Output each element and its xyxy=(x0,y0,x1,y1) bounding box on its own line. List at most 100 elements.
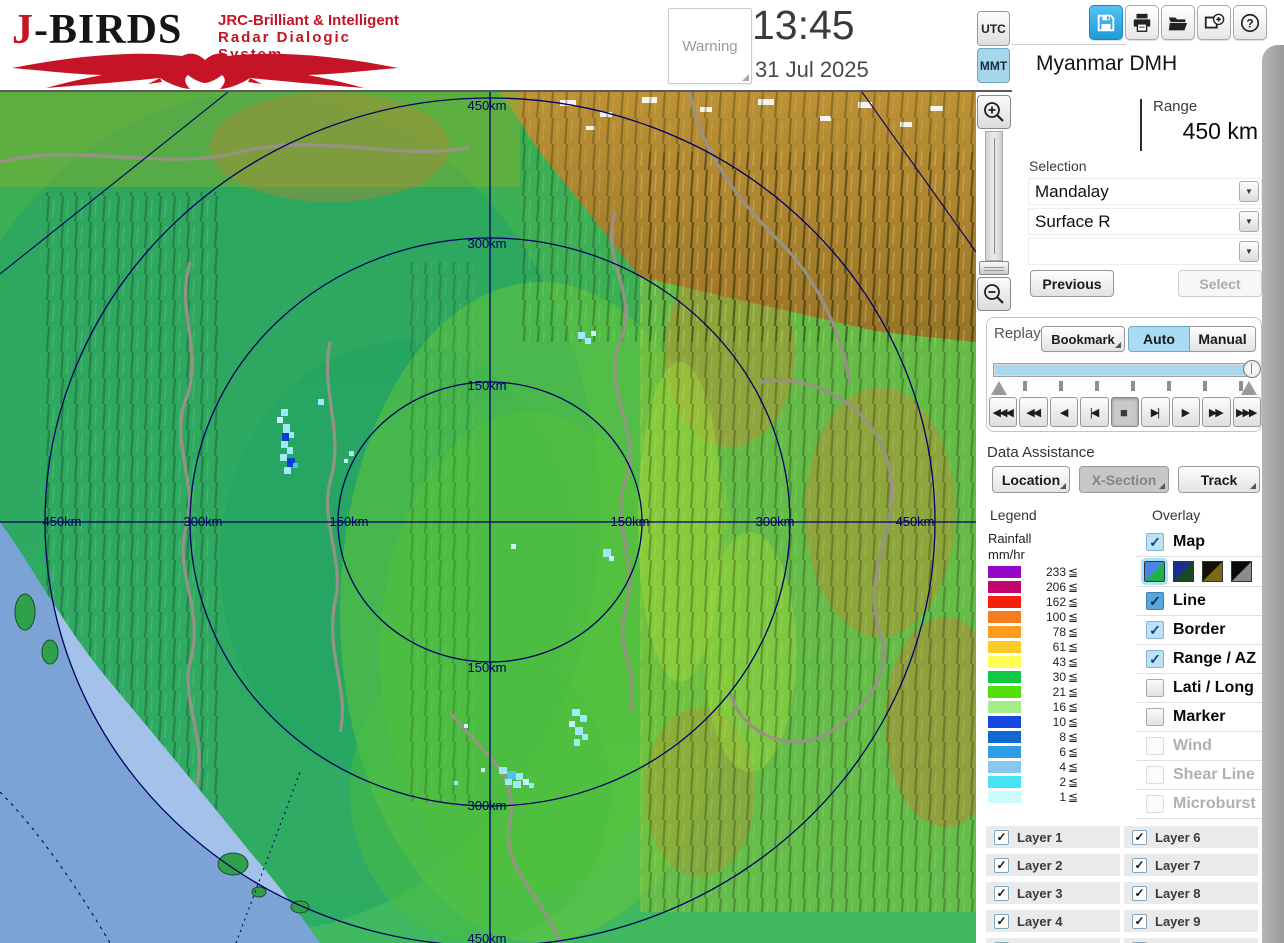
rain-cell xyxy=(569,721,575,727)
terrain xyxy=(0,92,976,943)
overlay-checkbox-range-az[interactable]: ✓ xyxy=(1146,650,1164,668)
chevron-down-icon[interactable]: ▼ xyxy=(1239,181,1259,202)
layer-checkbox-layer-6[interactable]: ✓ xyxy=(1132,829,1147,845)
zoom-out-button[interactable] xyxy=(977,277,1011,311)
layer-checkbox-partial[interactable] xyxy=(1132,941,1147,943)
x-section-button[interactable]: X-Section xyxy=(1079,466,1169,493)
map-style-swatch-3[interactable] xyxy=(1202,561,1223,582)
legend-value: 43 xyxy=(1052,655,1066,669)
layer-checkbox-layer-7[interactable]: ✓ xyxy=(1132,857,1147,873)
legend-color-swatch xyxy=(988,701,1021,713)
map-style-swatch-1[interactable] xyxy=(1144,561,1165,582)
stop-button[interactable]: ■ xyxy=(1110,397,1140,427)
overlay-item-map[interactable]: ✓ Map xyxy=(1136,528,1262,557)
manual-button[interactable]: Manual xyxy=(1189,326,1256,352)
overlay-item-marker[interactable]: Marker xyxy=(1136,703,1262,732)
layer-row-layer-2[interactable]: ✓ Layer 2 xyxy=(986,854,1120,876)
overlay-list: ✓ Map ✓ Line ✓ Border ✓ Range / AZ Lati / Long Ma… xyxy=(1136,528,1262,819)
layer-checkbox-layer-9[interactable]: ✓ xyxy=(1132,913,1147,929)
rain-cell xyxy=(580,715,587,722)
chevron-down-icon[interactable]: ▼ xyxy=(1239,241,1259,262)
location-button[interactable]: Location xyxy=(992,466,1070,493)
map-style-swatch-2[interactable] xyxy=(1173,561,1194,582)
layer-row-layer-3[interactable]: ✓ Layer 3 xyxy=(986,882,1120,904)
layer-row-partial[interactable] xyxy=(986,938,1120,943)
overlay-checkbox-marker[interactable] xyxy=(1146,708,1164,726)
map-style-swatch-4[interactable] xyxy=(1231,561,1252,582)
layer-row-layer-1[interactable]: ✓ Layer 1 xyxy=(986,826,1120,848)
play-button[interactable]: ▶ xyxy=(1171,397,1201,427)
zoom-slider-handle[interactable] xyxy=(979,261,1009,275)
export-image-button[interactable] xyxy=(1197,5,1231,40)
layer-checkbox-layer-2[interactable]: ✓ xyxy=(994,857,1009,873)
bookmark-button[interactable]: Bookmark xyxy=(1041,326,1125,352)
legend-title: Legend xyxy=(990,507,1037,523)
step-first-button[interactable]: |◀ xyxy=(1080,397,1109,427)
zoom-in-button[interactable] xyxy=(977,95,1011,129)
layer-checkbox-layer-1[interactable]: ✓ xyxy=(994,829,1009,845)
rain-cell xyxy=(603,549,611,557)
layer-row-layer-6[interactable]: ✓ Layer 6 xyxy=(1124,826,1258,848)
mmt-button[interactable]: MMT xyxy=(977,48,1010,83)
selection-combo-2[interactable]: Surface R ▼ xyxy=(1028,208,1262,235)
overlay-item-range-az[interactable]: ✓ Range / AZ xyxy=(1136,645,1262,674)
overlay-checkbox-line[interactable]: ✓ xyxy=(1146,592,1164,610)
select-button[interactable]: Select xyxy=(1178,270,1262,297)
fast-rewind-3-button[interactable]: ◀◀◀ xyxy=(989,397,1018,427)
overlay-checkbox-shear-line[interactable] xyxy=(1146,766,1164,784)
svg-text:?: ? xyxy=(1246,16,1253,30)
legend-row: 61 ≦ xyxy=(988,640,1088,655)
fast-forward-3-button[interactable]: ▶▶▶ xyxy=(1232,397,1261,427)
legend-color-swatch xyxy=(988,641,1021,653)
layer-checkbox-layer-8[interactable]: ✓ xyxy=(1132,885,1147,901)
previous-button[interactable]: Previous xyxy=(1030,270,1114,297)
overlay-item-line[interactable]: ✓ Line xyxy=(1136,587,1262,616)
radar-map[interactable]: 450km 300km 150km 150km 300km 450km 450km 300km… xyxy=(0,92,976,943)
overlay-checkbox-wind[interactable] xyxy=(1146,737,1164,755)
overlay-item-wind[interactable]: Wind xyxy=(1136,732,1262,761)
overlay-checkbox-lati-long[interactable] xyxy=(1146,679,1164,697)
overlay-checkbox-microburst[interactable] xyxy=(1146,795,1164,813)
panel-collapse-strip[interactable] xyxy=(1262,45,1284,943)
warning-panel[interactable]: Warning xyxy=(668,8,752,84)
replay-slider-handle[interactable] xyxy=(1243,360,1261,378)
overlay-item-microburst[interactable]: Microburst xyxy=(1136,790,1262,819)
chevron-down-icon[interactable]: ▼ xyxy=(1239,211,1259,232)
layer-row-partial[interactable] xyxy=(1124,938,1258,943)
auto-button[interactable]: Auto xyxy=(1128,326,1190,352)
help-button[interactable]: ? xyxy=(1233,5,1267,40)
layer-row-layer-4[interactable]: ✓ Layer 4 xyxy=(986,910,1120,932)
utc-button[interactable]: UTC xyxy=(977,11,1010,46)
overlay-item-border[interactable]: ✓ Border xyxy=(1136,616,1262,645)
replay-slider[interactable] xyxy=(993,360,1261,378)
legend-row: 8 ≦ xyxy=(988,730,1088,745)
save-button[interactable] xyxy=(1089,5,1123,40)
overlay-item-shear-line[interactable]: Shear Line xyxy=(1136,761,1262,790)
overlay-item-lati-long[interactable]: Lati / Long xyxy=(1136,674,1262,703)
layer-row-layer-8[interactable]: ✓ Layer 8 xyxy=(1124,882,1258,904)
rain-cell xyxy=(572,709,580,716)
open-folder-button[interactable] xyxy=(1161,5,1195,40)
legend-color-swatch xyxy=(988,686,1021,698)
layer-checkbox-partial[interactable] xyxy=(994,941,1009,943)
logo-rest: -BIRDS xyxy=(34,7,183,53)
selection-combo-3[interactable]: ▼ xyxy=(1028,238,1262,265)
overlay-checkbox-border[interactable]: ✓ xyxy=(1146,621,1164,639)
track-button[interactable]: Track xyxy=(1178,466,1260,493)
resize-grip-icon[interactable] xyxy=(742,74,749,81)
play-reverse-button[interactable]: ◀ xyxy=(1049,397,1079,427)
zoom-slider-track[interactable] xyxy=(985,131,1003,261)
rain-cell xyxy=(287,458,295,467)
layer-checkbox-layer-4[interactable]: ✓ xyxy=(994,913,1009,929)
layer-row-layer-9[interactable]: ✓ Layer 9 xyxy=(1124,910,1258,932)
step-last-button[interactable]: ▶| xyxy=(1141,397,1170,427)
selection-combo-1[interactable]: Mandalay ▼ xyxy=(1028,178,1262,205)
rain-cell xyxy=(293,463,298,468)
rain-cell xyxy=(464,724,468,728)
overlay-checkbox-map[interactable]: ✓ xyxy=(1146,533,1164,551)
fast-forward-button[interactable]: ▶▶ xyxy=(1202,397,1231,427)
fast-rewind-button[interactable]: ◀◀ xyxy=(1019,397,1048,427)
print-button[interactable] xyxy=(1125,5,1159,40)
layer-checkbox-layer-3[interactable]: ✓ xyxy=(994,885,1009,901)
layer-row-layer-7[interactable]: ✓ Layer 7 xyxy=(1124,854,1258,876)
